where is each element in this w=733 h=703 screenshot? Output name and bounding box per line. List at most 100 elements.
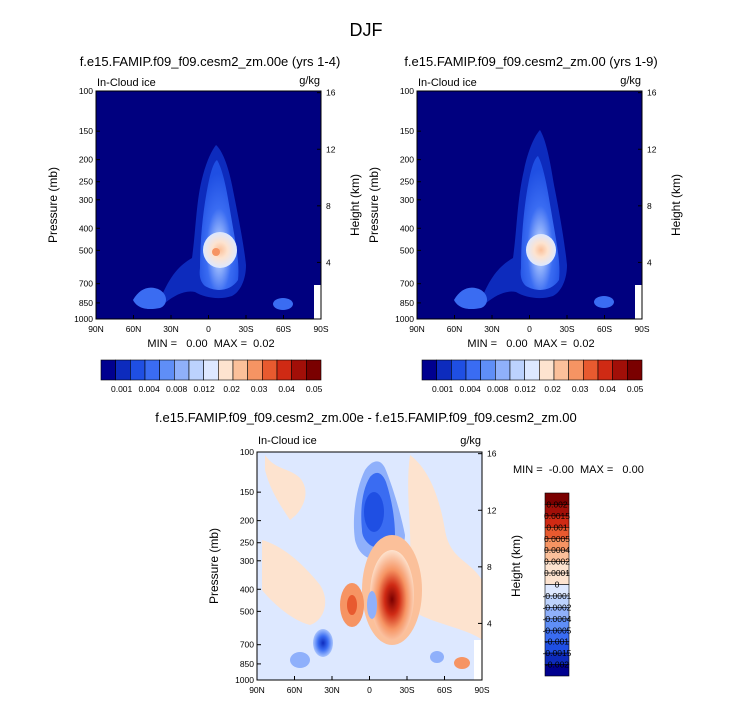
colorbar-label: 0.02 xyxy=(544,384,561,394)
y-right-tick-label: 4 xyxy=(487,618,492,628)
y-right-tick-label: 12 xyxy=(487,505,497,515)
panel-title: f.e15.FAMIP.f09_f09.cesm2_zm.00 (yrs 1-9… xyxy=(404,54,657,69)
colorbar-box xyxy=(276,359,292,381)
units-label: g/kg xyxy=(299,75,320,87)
contour-field xyxy=(417,91,642,319)
colorbar-label: 0.001 xyxy=(546,522,568,532)
colorbar-box xyxy=(174,359,190,381)
y-tick-label: 700 xyxy=(79,279,93,289)
y-tick-label: 250 xyxy=(79,177,93,187)
field-label: In-Cloud ice xyxy=(418,77,477,89)
colorbar-label: 0.03 xyxy=(251,384,268,394)
y-tick-label: 500 xyxy=(400,245,414,255)
warm-band-left xyxy=(262,540,326,625)
y-tick-label: 200 xyxy=(400,155,414,165)
panel-title: f.e15.FAMIP.f09_f09.cesm2_zm.00e (yrs 1-… xyxy=(80,54,341,69)
colorbar: 0.001 0.004 0.008 0.012 0.02 0.03 0.04 0.05 xyxy=(100,359,323,394)
x-tick-label: 90N xyxy=(249,685,265,695)
colorbar-label: 0.03 xyxy=(572,384,589,394)
colorbar-label: 0.012 xyxy=(193,384,215,394)
y-tick-label: 700 xyxy=(240,640,254,650)
colorbar-box xyxy=(544,664,570,677)
colorbar-box xyxy=(262,359,278,381)
colorbar-label: 0.004 xyxy=(138,384,160,394)
colorbar-label: 0.0002 xyxy=(544,557,570,567)
warm-band-right xyxy=(407,455,482,640)
x-tick-label: 60N xyxy=(447,324,463,334)
colorbar-label: -0.0002 xyxy=(543,602,572,612)
colorbar-box xyxy=(568,359,584,381)
colorbar-label: 0 xyxy=(555,580,560,590)
x-tick-label: 90N xyxy=(88,324,104,334)
x-tick-label: 30N xyxy=(484,324,500,334)
colorbar-box xyxy=(451,359,467,381)
colorbar-box xyxy=(495,359,511,381)
field-label: In-Cloud ice xyxy=(97,77,156,89)
colorbar-label: -0.0005 xyxy=(543,625,572,635)
colorbar-label: 0.04 xyxy=(599,384,616,394)
colorbar-box xyxy=(436,359,452,381)
colorbar-label: -0.0004 xyxy=(543,614,572,624)
colorbar-label: -0.002 xyxy=(545,660,569,670)
cold-nh-lower xyxy=(290,652,310,668)
min-max-stats: MIN = 0.00 MAX = 0.02 xyxy=(147,338,274,350)
colorbar-label: 0.001 xyxy=(432,384,454,394)
y-tick-label: 150 xyxy=(240,487,254,497)
colorbar-box xyxy=(597,359,613,381)
y-tick-label: 400 xyxy=(240,584,254,594)
colorbar-box xyxy=(188,359,204,381)
colorbar-label: -0.0001 xyxy=(543,591,572,601)
y-right-tick-label: 8 xyxy=(647,201,652,211)
plume-core xyxy=(526,234,556,266)
x-tick-label: 60S xyxy=(276,324,291,334)
colorbar-box xyxy=(247,359,263,381)
y-right-tick-label: 16 xyxy=(647,88,657,98)
colorbar-label: 0.0004 xyxy=(544,545,570,555)
colorbar-box xyxy=(509,359,525,381)
contour-field xyxy=(96,91,321,319)
topography-mask xyxy=(635,285,642,319)
colorbar-box xyxy=(115,359,131,381)
y-tick-label: 150 xyxy=(400,126,414,136)
y-tick-label: 250 xyxy=(240,538,254,548)
colorbar-label: 0.0001 xyxy=(544,568,570,578)
y-right-tick-label: 8 xyxy=(487,562,492,572)
y-axis-right-label: Height (km) xyxy=(669,174,683,236)
colorbar-box xyxy=(159,359,175,381)
panel-difference: f.e15.FAMIP.f09_f09.cesm2_zm.00e - f.e15… xyxy=(155,410,644,695)
x-tick-label: 0 xyxy=(206,324,211,334)
x-tick-label: 60S xyxy=(437,685,452,695)
y-axis-right-label: Height (km) xyxy=(348,174,362,236)
colorbar-box xyxy=(130,359,146,381)
colorbar-label: 0.0015 xyxy=(544,511,570,521)
y-tick-label: 300 xyxy=(240,556,254,566)
y-tick-label: 850 xyxy=(240,659,254,669)
colorbar-box xyxy=(539,359,555,381)
x-tick-label: 90S xyxy=(474,685,489,695)
x-tick-label: 30N xyxy=(324,685,340,695)
cold-sh-low xyxy=(430,651,444,663)
y-axis-right-label: Height (km) xyxy=(509,535,523,597)
x-tick-label: 30S xyxy=(238,324,253,334)
x-tick-label: 30S xyxy=(399,685,414,695)
y-axis-label: Pressure (mb) xyxy=(46,167,60,243)
y-tick-label: 300 xyxy=(400,195,414,205)
colorbar-label: 0.012 xyxy=(514,384,536,394)
panel-model-00: f.e15.FAMIP.f09_f09.cesm2_zm.00 (yrs 1-9… xyxy=(367,54,683,394)
sh-low-lobe xyxy=(273,298,293,310)
colorbar: 0.001 0.004 0.008 0.012 0.02 0.03 0.04 0.05 xyxy=(421,359,644,394)
y-tick-label: 1000 xyxy=(395,314,414,324)
colorbar-box xyxy=(203,359,219,381)
x-tick-label: 90N xyxy=(409,324,425,334)
x-tick-label: 0 xyxy=(527,324,532,334)
sh-low-lobe xyxy=(594,296,614,308)
y-right-tick-label: 12 xyxy=(326,144,336,154)
x-tick-label: 90S xyxy=(634,324,649,334)
colorbar-label: 0.002 xyxy=(546,499,568,509)
colorbar-box xyxy=(612,359,628,381)
cold-nh-low xyxy=(313,629,333,657)
topography-mask xyxy=(474,640,482,680)
min-max-stats: MIN = 0.00 MAX = 0.02 xyxy=(467,338,594,350)
